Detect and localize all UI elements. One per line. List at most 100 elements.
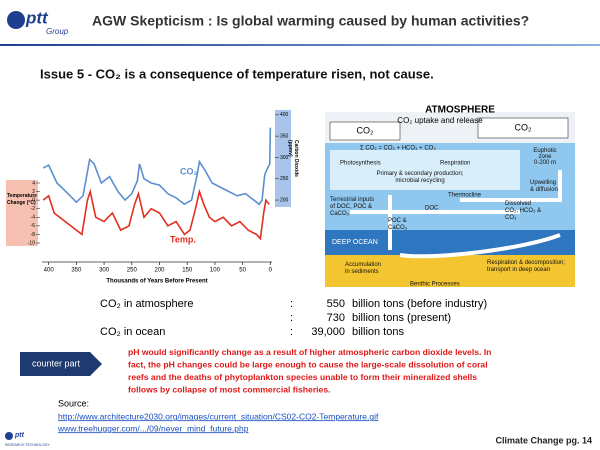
row-amount: 550 [327, 298, 345, 310]
header-rule [0, 44, 600, 46]
y2-axis-label-line: Carbon Dioxide [293, 140, 299, 177]
diagram-title: ATMOSPHERE [425, 105, 495, 116]
y-tick-label: 2 [32, 189, 35, 195]
euphotic-label-line: 0-200 m [534, 160, 556, 166]
counter-part-button[interactable] [20, 352, 102, 376]
counter-text-line: fact, the pH changes could be large enou… [128, 360, 488, 370]
y-tick-label: -8 [31, 232, 36, 238]
row-sep: : [290, 298, 293, 310]
y-tick-label: -4 [31, 215, 36, 221]
y-tick-label: -10 [28, 240, 35, 246]
accumulation: Accumulation in sediments [345, 262, 381, 275]
co2-label: CO₂ [515, 122, 533, 132]
y-tick-label: 4 [32, 180, 35, 186]
upwelling: Upwelling & diffusion [530, 180, 558, 193]
poc: POC & CaCO₃ [388, 218, 408, 231]
row-unit: billion tons (present) [352, 312, 451, 324]
row-unit: billion tons [352, 326, 404, 338]
y-tick-label: 0 [32, 197, 35, 203]
logo: ptt [25, 8, 49, 27]
co2-label: CO₂ [357, 125, 375, 135]
upwelling-line: Upwelling [530, 180, 556, 186]
counter-text-line: follows by collapse of most commercial f… [128, 385, 331, 395]
euphotic-label-line: Euphotic [533, 148, 556, 154]
benthic: Benthic Processes [410, 282, 460, 288]
poc-line: POC & [388, 218, 407, 224]
x-tick-label: 400 [44, 268, 55, 274]
y2-tick-label: 300 [280, 155, 289, 161]
doc: DOC [425, 206, 439, 212]
subtitle: Issue 5 - CO₂ is a consequence of temper… [40, 66, 434, 81]
x-tick-label: 0 [269, 268, 273, 274]
accumulation-line: Accumulation [345, 262, 381, 268]
poc-line: CaCO₃ [388, 225, 408, 231]
respiration: Respiration [440, 161, 470, 167]
dissolved-line: CO₃ [505, 215, 517, 221]
source-label: Source: [58, 398, 89, 408]
terrestrial-line: of DOC, POC & [330, 204, 372, 210]
source-link[interactable]: http://www.architecture2030.org/images/c… [58, 411, 379, 421]
co2-box [329, 121, 401, 141]
deep-ocean: DEEP OCEAN [332, 239, 378, 246]
euphotic-zone [330, 150, 520, 190]
decomposition-line: transport in deep ocean [487, 267, 550, 273]
x-tick-label: 300 [99, 268, 110, 274]
production-line: microbial recycling [395, 178, 444, 184]
footer-logo: ptt [14, 432, 25, 439]
y2-tick-label: 250 [280, 176, 289, 182]
terrestrial-line: Terrestrial inputs [330, 197, 374, 203]
page-label: Climate Change pg. 14 [495, 435, 592, 445]
arrow [460, 170, 562, 202]
diagram-subtitle: CO₂ uptake and release [397, 116, 483, 125]
y-tick-label: -6 [31, 223, 36, 229]
row-label: CO₂ in atmosphere [100, 298, 194, 310]
counter-text-line: pH would significantly change as a resul… [128, 347, 491, 357]
y-axis-label-line: Change (°C) [7, 200, 36, 206]
thermocline: Thermocline [448, 193, 482, 199]
counter-text-line: reefs and the deaths of phytoplankton sp… [128, 372, 477, 382]
y2-axis-label: Carbon Dioxide(ppmv) [287, 140, 299, 177]
euphotic-label: Euphotic zone 0-200 m [533, 148, 556, 166]
y-axis-label: Temperature Change (°C) [7, 193, 37, 206]
formula: Σ CO₂ = CO₂ + HCO₃ + CO₃ [360, 146, 436, 152]
series-line [42, 127, 272, 206]
production-line: Primary & secondary production; [376, 171, 463, 177]
sediment [325, 255, 575, 287]
source-link[interactable]: www.treehugger.com/.../09/never_mind_fut… [57, 423, 249, 433]
y2-tick-label: 400 [280, 112, 289, 118]
y-tick-label: -2 [31, 206, 36, 212]
upwelling-line: & diffusion [530, 187, 558, 193]
y2-tick-label: 350 [280, 133, 289, 139]
ocean-diagram [325, 112, 575, 287]
y2-axis-label-line: (ppmv) [287, 140, 293, 157]
temp-axis-box [6, 180, 38, 246]
counter-text: pH would significantly change as a resul… [128, 347, 491, 395]
x-tick-label: 350 [71, 268, 82, 274]
row-unit: billion tons (before industry) [352, 298, 487, 310]
series-label: CO₂ [180, 166, 198, 176]
terrestrial: Terrestrial inputs of DOC, POC & CaCO₃ [330, 197, 374, 217]
series-label: Temp. [170, 234, 196, 244]
production: Primary & secondary production; microbial… [376, 171, 463, 184]
x-tick-label: 100 [210, 268, 221, 274]
co2-axis-box [275, 110, 291, 207]
y-axis-label-line: Temperature [7, 193, 37, 199]
arrow [350, 195, 561, 259]
y2-tick-label: 200 [280, 197, 289, 203]
title: AGW Skepticism : Is global warming cause… [92, 13, 529, 29]
terrestrial-line: CaCO₃ [330, 211, 350, 217]
row-amount: 730 [327, 312, 345, 324]
button-label[interactable]: counter part [32, 358, 81, 368]
logo-sub: Group [46, 27, 69, 36]
x-tick-label: 50 [239, 268, 246, 274]
decomposition-line: Respiration & decomposition; [487, 260, 565, 266]
accumulation-line: in sediments [345, 269, 379, 275]
decomposition: Respiration & decomposition; transport in… [487, 260, 565, 273]
footer-logo-sub: RESEARCH TECHNOLOGY [5, 443, 51, 447]
dissolved-line: CO₂, HCO₃ & [505, 208, 541, 214]
row-sep: : [290, 312, 293, 324]
dissolved: Dissolved CO₂, HCO₃ & CO₃ [505, 201, 541, 221]
x-tick-label: 200 [154, 268, 165, 274]
